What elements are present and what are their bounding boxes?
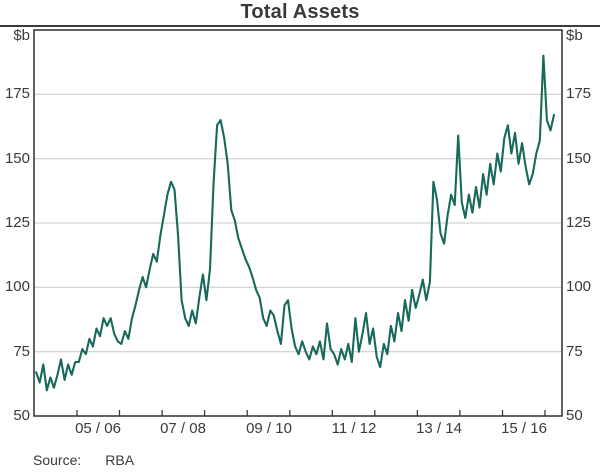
y-tick-label: 175 (4, 85, 30, 102)
y-tick-label: 100 (566, 278, 592, 295)
source-label: Source: (33, 452, 82, 468)
x-tick-label: 07 / 08 (160, 420, 206, 437)
y-tick-label: 50 (566, 407, 583, 424)
source-value: RBA (105, 452, 135, 468)
x-tick-label: 13 / 14 (416, 420, 462, 437)
y-tick-label: 175 (566, 85, 592, 102)
y-tick-label: 75 (566, 343, 583, 360)
y-tick-label: 75 (13, 343, 30, 360)
y-axis-unit-right: $b (566, 27, 583, 44)
y-tick-label: 125 (4, 214, 30, 231)
y-tick-label: 100 (4, 278, 30, 295)
source-note: Source: RBA (33, 452, 134, 468)
y-tick-label: 150 (566, 150, 592, 167)
x-tick-label: 15 / 16 (501, 420, 547, 437)
x-tick-label: 09 / 10 (246, 420, 292, 437)
y-tick-label: 150 (4, 150, 30, 167)
x-tick-label: 11 / 12 (331, 420, 377, 437)
y-tick-label: 50 (13, 407, 30, 424)
chart-title: Total Assets (240, 1, 360, 23)
y-tick-label: 125 (566, 214, 592, 231)
title-rule (0, 25, 600, 27)
x-tick-label: 05 / 06 (75, 420, 121, 437)
y-axis-unit-left: $b (13, 27, 30, 44)
